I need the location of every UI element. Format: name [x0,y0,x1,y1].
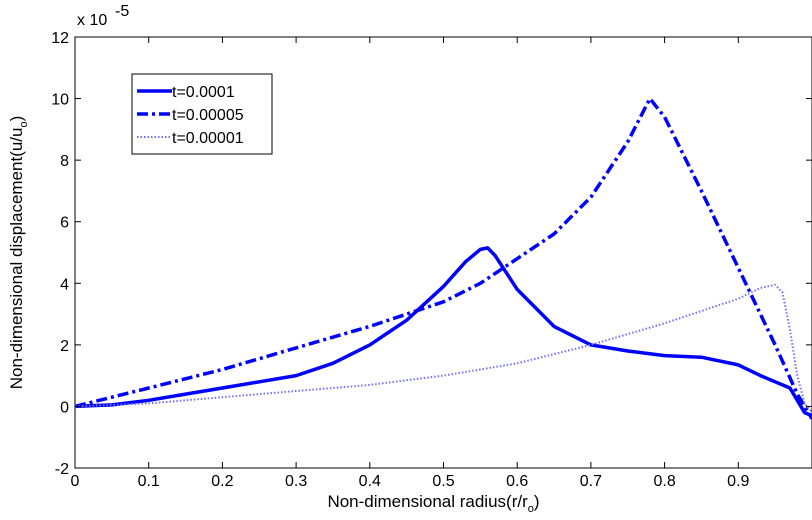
legend-label-1: t=0.0001 [172,84,235,101]
y-tick-label: 6 [60,215,69,232]
x-tick-label: 0.9 [727,473,749,490]
legend-label-3: t=0.00001 [172,130,244,147]
x-tick-label: 0.4 [359,473,381,490]
legend-box [131,73,273,155]
x-axis-label: Non-dimensional radius(r/ro) [327,492,539,515]
x-tick-label: 0.5 [432,473,454,490]
series-line-3 [75,283,812,414]
y-axis-multiplier: x 10 [77,12,107,29]
axes-layer: 0 0.1 0.2 0.3 0.4 0.5 0.6 0.7 0.8 0.9-2024681012x… [7,3,812,515]
x-tick-label: 0.3 [285,473,307,490]
series-layer [75,96,812,420]
x-tick-label: 0.8 [653,473,675,490]
y-tick-label: 4 [60,276,69,293]
x-tick-label: 0.1 [138,473,160,490]
x-tick-label: 0 [71,473,80,490]
series-line-1 [75,246,812,418]
x-tick-label: 0.2 [211,473,233,490]
legend-label-2: t=0.00005 [172,107,244,124]
y-axis-label: Non-dimensional displacement(u/uo) [7,116,30,390]
legend: t=0.0001 t=0.00005 t=0.00001 [131,73,273,155]
y-tick-label: 0 [60,399,69,416]
series-line-2 [75,96,812,420]
x-tick-label: 0.7 [580,473,602,490]
x-tick-label: 0.6 [506,473,528,490]
y-tick-label: 10 [51,92,69,109]
y-tick-label: 8 [60,153,69,170]
y-tick-label: -2 [55,461,69,478]
y-axis-multiplier-exponent: -5 [115,3,129,20]
y-tick-label: 2 [60,338,69,355]
y-tick-label: 12 [51,30,69,47]
